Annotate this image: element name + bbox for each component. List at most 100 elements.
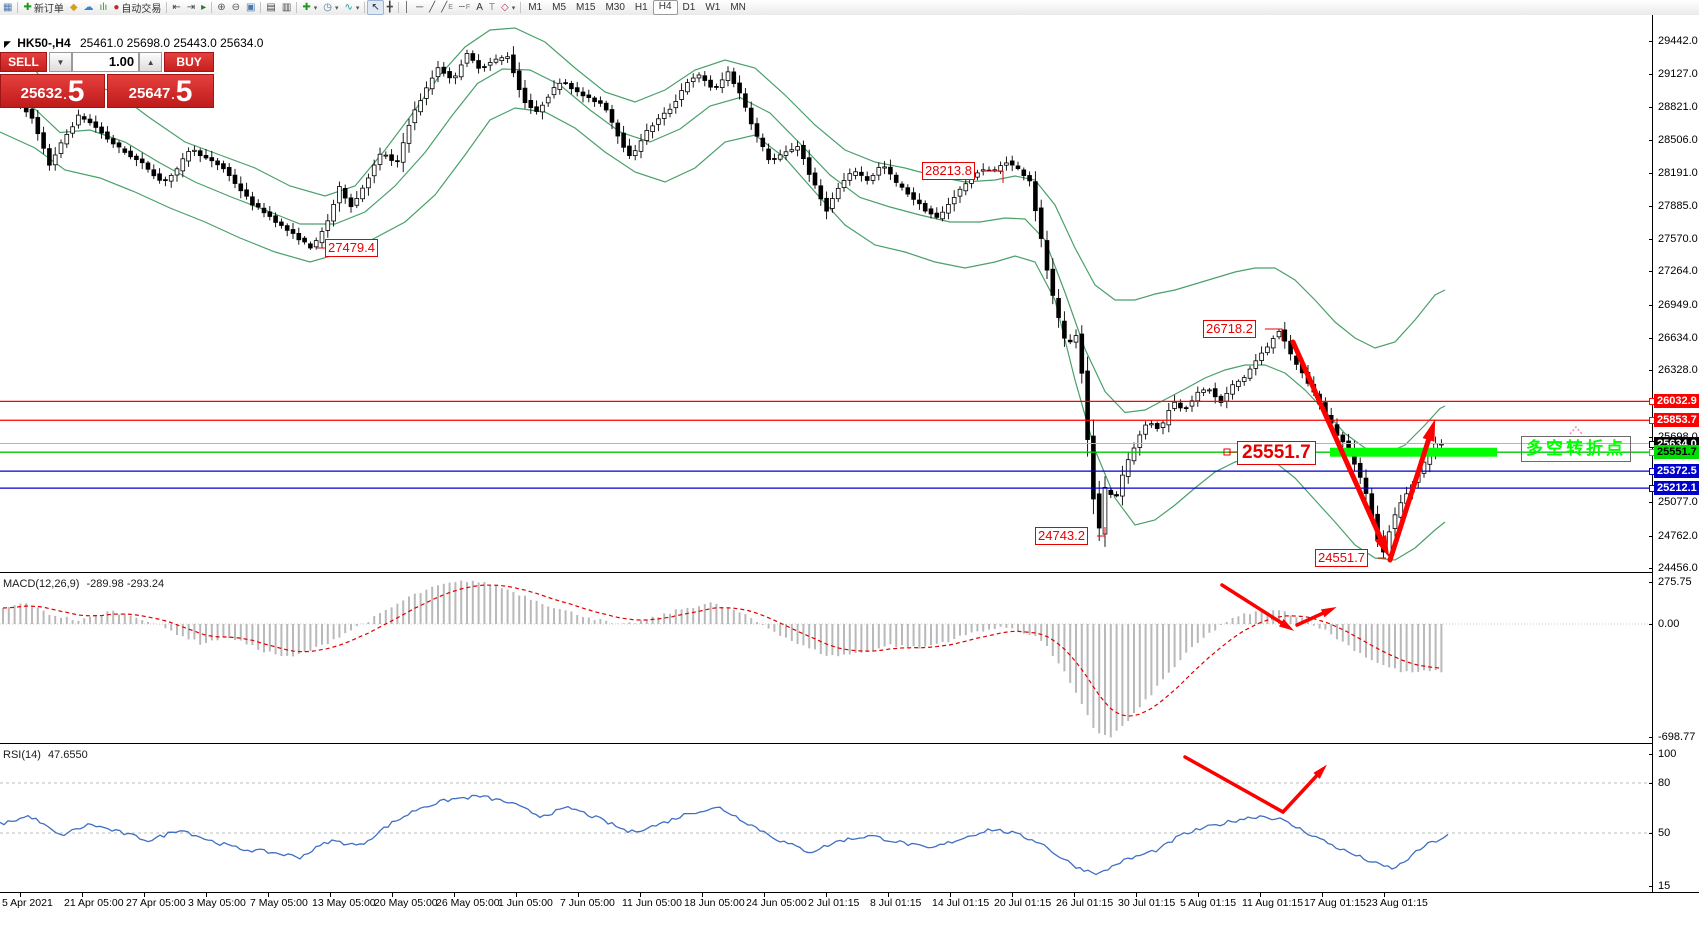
fibonacci-icon-badge: F bbox=[465, 4, 471, 11]
timeframe-button-d1[interactable]: D1 bbox=[682, 2, 696, 13]
axis-tickmark bbox=[1649, 568, 1653, 570]
cloud-icon[interactable]: ☁ bbox=[81, 1, 97, 14]
horizontal-line-icon[interactable]: ─ bbox=[413, 1, 426, 14]
rsi-pane[interactable]: RSI(14) 47.6550 bbox=[0, 747, 1652, 892]
toolbar-separator bbox=[211, 2, 213, 13]
toolbar-separator bbox=[520, 2, 522, 13]
time-axis-tickmark bbox=[1074, 893, 1075, 897]
time-axis-tickmark bbox=[1260, 893, 1261, 897]
fibonacci-icon[interactable]: ┄ F bbox=[456, 1, 473, 14]
date-label: 14 Jul 01:15 bbox=[932, 897, 990, 909]
price-annotation-label: 24551.7 bbox=[1315, 549, 1368, 567]
symbol-marker-icon: ◤ bbox=[4, 39, 11, 49]
timeframe-button-mn[interactable]: MN bbox=[730, 2, 746, 13]
price-chart-surface[interactable] bbox=[0, 15, 1652, 572]
volume-increase-button[interactable]: ▲ bbox=[139, 52, 163, 72]
axis-tickmark bbox=[1649, 535, 1653, 537]
red-arrowhead bbox=[1278, 619, 1295, 631]
crosshair-icon: ╋ bbox=[386, 1, 393, 13]
text-icon[interactable]: A bbox=[473, 1, 486, 14]
axis-tickmark bbox=[1649, 370, 1653, 372]
autotrading-button[interactable]: ● 自动交易 bbox=[110, 1, 164, 15]
periods-icon[interactable]: ◷ ▾ bbox=[320, 1, 341, 14]
price-tick-label: 27264.0 bbox=[1658, 265, 1698, 278]
date-label: 11 Aug 01:15 bbox=[1242, 897, 1304, 909]
tile-windows-icon[interactable]: ▣ bbox=[243, 1, 258, 14]
timeframe-button-h1[interactable]: H1 bbox=[634, 2, 648, 13]
label-connector-line bbox=[1097, 527, 1106, 537]
cloud-icon: ☁ bbox=[83, 1, 94, 13]
price-tick-label: 28191.0 bbox=[1658, 167, 1698, 180]
periods-icon-caret-icon: ▾ bbox=[334, 4, 339, 12]
shapes-icon[interactable]: ◇ ▾ bbox=[498, 1, 518, 14]
trendline-icon[interactable]: ╱ bbox=[426, 1, 438, 14]
cursor-icon[interactable]: ↖ bbox=[367, 0, 384, 15]
timeframe-button-h4[interactable]: H4 bbox=[652, 0, 678, 15]
bid-price-display[interactable]: 25632 . 5 bbox=[0, 74, 106, 108]
timeframe-button-m15[interactable]: M15 bbox=[576, 2, 596, 13]
timeframe-button-w1[interactable]: W1 bbox=[705, 2, 721, 13]
indicators-icon[interactable]: ∿ ▾ bbox=[341, 1, 362, 14]
chart-bars-icon[interactable]: ▤ bbox=[263, 1, 278, 14]
zoom-in-icon[interactable]: ⊕ bbox=[214, 1, 228, 14]
gold-icon[interactable]: ◆ bbox=[67, 1, 81, 14]
date-label: 26 May 05:00 bbox=[436, 897, 500, 909]
red-arrowhead bbox=[1313, 764, 1327, 779]
channel-icon[interactable]: ╱ E bbox=[438, 1, 456, 14]
trendline-icon: ╱ bbox=[429, 1, 436, 13]
timeframe-button-m30[interactable]: M30 bbox=[605, 2, 625, 13]
zoom-in-icon: ⊕ bbox=[217, 1, 226, 13]
toolbar-separator bbox=[17, 2, 19, 13]
green-highlight-bar bbox=[1330, 447, 1497, 457]
chart-window-icon[interactable]: ▦ bbox=[0, 1, 15, 14]
axis-tickmark bbox=[1649, 886, 1653, 887]
toolbar-separator bbox=[166, 2, 168, 13]
axis-tickmark bbox=[1649, 754, 1653, 755]
text-icon: A bbox=[476, 1, 483, 13]
shift-chart-left-icon[interactable]: ⇤ bbox=[169, 1, 183, 14]
chart-candles-icon[interactable]: ▥ bbox=[279, 1, 294, 14]
autoscroll-icon[interactable]: ▸ bbox=[198, 1, 209, 14]
symbol-timeframe-label: HK50-,H4 bbox=[17, 36, 71, 50]
price-axis[interactable]: 29442.0 29127.0 28821.0 28506.0 28191.0 27885… bbox=[1649, 15, 1699, 892]
time-axis-tickmark bbox=[454, 893, 455, 897]
price-tag: 25212.1 bbox=[1654, 481, 1699, 496]
timeframe-button-m5[interactable]: M5 bbox=[552, 2, 567, 13]
rsi-chart-surface[interactable] bbox=[0, 747, 1652, 892]
turning-point-label: 多空转折点 bbox=[1521, 436, 1631, 462]
autoscroll-icon: ▸ bbox=[201, 1, 207, 13]
bollinger-middle-band bbox=[0, 68, 1446, 455]
macd-pane[interactable]: MACD(12,26,9) -289.98 -293.24 bbox=[0, 576, 1652, 743]
time-axis-tickmark bbox=[826, 893, 827, 897]
time-axis-tickmark bbox=[330, 893, 331, 897]
red-arrowhead bbox=[1422, 419, 1436, 442]
price-tick-label: 29442.0 bbox=[1658, 35, 1698, 47]
ask-big-digit: 5 bbox=[175, 75, 193, 108]
vertical-line-icon[interactable]: │ bbox=[401, 1, 413, 14]
ask-price-display[interactable]: 25647 . 5 bbox=[107, 74, 214, 108]
new-order-button[interactable]: ✚ 新订单 bbox=[20, 1, 66, 15]
toolbar-separator bbox=[296, 2, 298, 13]
macd-chart-surface[interactable] bbox=[0, 576, 1652, 743]
signal-icon[interactable]: ılı bbox=[97, 1, 111, 14]
main-chart-pane[interactable]: ◤ HK50-,H4 25461.0 25698.0 25443.0 25634… bbox=[0, 15, 1652, 572]
rsi-label: RSI(14) 47.6550 bbox=[3, 749, 88, 761]
axis-tickmark bbox=[1649, 304, 1653, 306]
indicators-icon: ∿ bbox=[344, 1, 353, 13]
sell-button[interactable]: SELL bbox=[0, 52, 47, 72]
buy-button[interactable]: BUY bbox=[164, 52, 214, 72]
timeframe-button-m1[interactable]: M1 bbox=[528, 2, 543, 13]
crosshair-icon[interactable]: ╋ bbox=[384, 1, 396, 14]
toolbar-separator bbox=[397, 2, 399, 13]
time-axis[interactable]: 5 Apr 2021 21 Apr 05:00 27 Apr 05:00 3 May … bbox=[0, 892, 1699, 936]
shift-chart-right-icon[interactable]: ⇥ bbox=[184, 1, 198, 14]
volume-decrease-button[interactable]: ▼ bbox=[48, 52, 72, 72]
axis-tickmark bbox=[1649, 74, 1653, 76]
fibonacci-icon: ┄ bbox=[458, 1, 465, 13]
label-icon[interactable]: T bbox=[486, 1, 498, 14]
vertical-line-icon: │ bbox=[403, 1, 411, 13]
add-chart-icon[interactable]: ✚ ▾ bbox=[299, 1, 320, 14]
zoom-out-icon[interactable]: ⊖ bbox=[229, 1, 243, 14]
volume-input[interactable]: 1.00 bbox=[71, 52, 140, 72]
rsi-tick-label: 50 bbox=[1658, 827, 1671, 839]
